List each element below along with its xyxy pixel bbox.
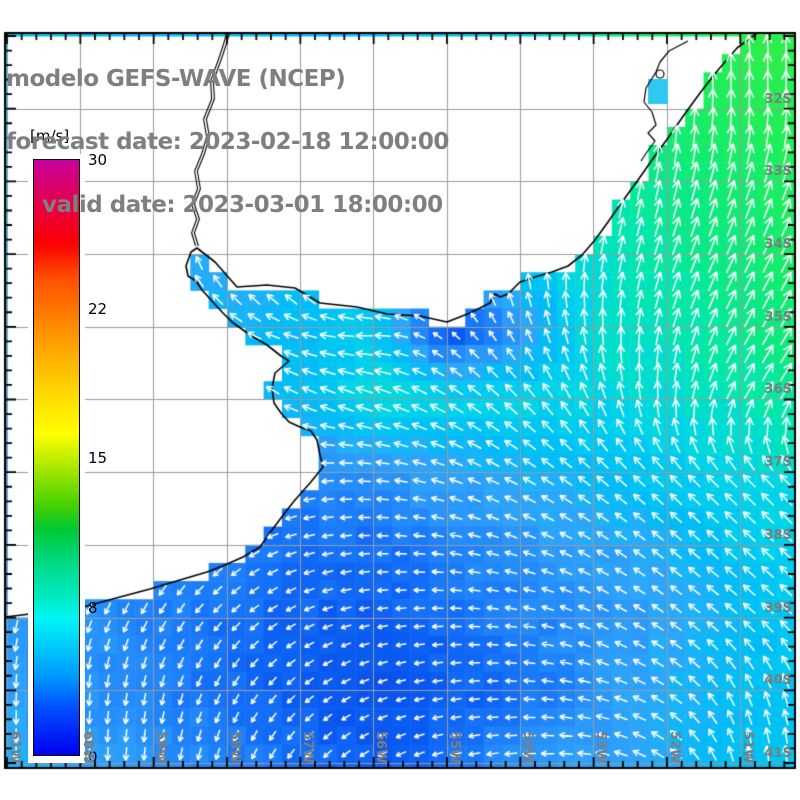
forecast-date: forecast date: 2023-02-18 12:00:00 — [6, 129, 449, 155]
lat-label: 32S — [764, 92, 792, 107]
lon-label: 57W — [300, 731, 315, 764]
lon-label: 52W — [667, 731, 682, 764]
colorbar-tick-label: 0 — [88, 748, 98, 766]
colorbar-tick-label: 22 — [88, 300, 108, 318]
lon-label: 58W — [227, 731, 242, 764]
valid-date: valid date: 2023-03-01 18:00:00 — [42, 192, 443, 218]
colorbar-unit-label: [m/s] — [30, 127, 70, 145]
colorbar-tick-label: 15 — [88, 449, 108, 467]
colorbar-tick-label: 30 — [88, 151, 108, 169]
lon-label: 56W — [373, 731, 388, 764]
lat-label: 36S — [764, 382, 792, 397]
lon-label: 53W — [593, 731, 608, 764]
lat-label: 39S — [764, 601, 792, 616]
lon-label: 51W — [740, 731, 755, 764]
lat-label: 33S — [764, 164, 792, 179]
lat-label: 40S — [764, 673, 792, 688]
colorbar-gradient — [33, 159, 80, 756]
colorbar-tick-label: 8 — [88, 599, 98, 617]
lon-label: 60W — [80, 731, 95, 764]
lat-label: 38S — [764, 528, 792, 543]
lat-label: 35S — [764, 310, 792, 325]
title-block: modelo GEFS-WAVE (NCEP) forecast date: 2… — [6, 27, 449, 258]
lat-label: 41S — [764, 746, 792, 761]
lat-label: 34S — [764, 237, 792, 252]
lon-label: 54W — [520, 731, 535, 764]
colorbar — [28, 154, 85, 763]
model-title: modelo GEFS-WAVE (NCEP) — [6, 66, 346, 92]
lon-label: 61W — [7, 731, 22, 764]
lat-label: 37S — [764, 455, 792, 470]
lon-label: 59W — [153, 731, 168, 764]
lon-label: 55W — [447, 731, 462, 764]
